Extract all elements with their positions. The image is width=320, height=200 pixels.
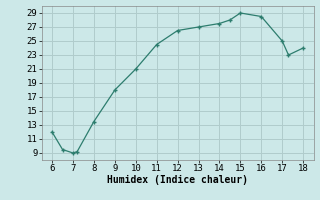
X-axis label: Humidex (Indice chaleur): Humidex (Indice chaleur) [107, 175, 248, 185]
